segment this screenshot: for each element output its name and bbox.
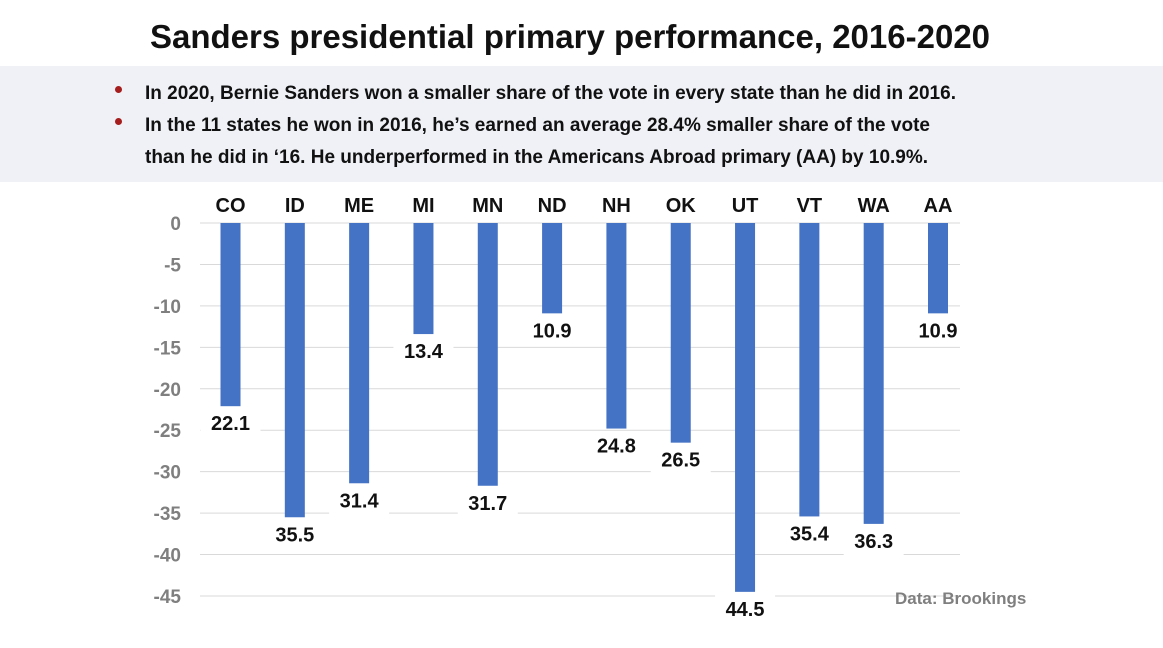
bar: [477, 223, 498, 486]
bullet-dot-icon: [115, 86, 122, 93]
data-label: 10.9: [533, 320, 572, 342]
data-label-background: [908, 316, 968, 346]
category-label: ID: [285, 195, 305, 217]
data-label: 31.4: [340, 490, 380, 512]
y-tick-label: -30: [154, 463, 181, 484]
y-axis-ticks: 0 -5 -10 -15 -20 -25 -30 -35 -40 -45: [154, 214, 182, 608]
category-label: MN: [472, 195, 503, 217]
data-label-background: [586, 431, 647, 461]
category-label: UT: [732, 195, 759, 217]
y-tick-label: -20: [154, 380, 181, 401]
data-labels: 22.1 35.5 31.4 13.4 31.7 10.9 24.8 26.5 44.5 35.4…: [200, 316, 968, 624]
data-label-background: [200, 409, 261, 439]
bullet-text: than he did in ‘16. He underperformed in…: [145, 147, 929, 168]
data-label: 35.5: [275, 524, 314, 546]
bar: [928, 223, 948, 314]
data-label-background: [264, 520, 325, 550]
y-tick-label: -35: [154, 504, 182, 525]
y-tick-label: -25: [154, 421, 182, 442]
data-label: 36.3: [854, 531, 893, 553]
source-note: Data: Brookings: [895, 589, 1027, 608]
data-label-background: [843, 526, 904, 556]
category-label: VT: [797, 195, 823, 217]
data-label-background: [779, 519, 840, 549]
y-tick-label: -15: [154, 338, 182, 359]
bar: [670, 223, 691, 443]
category-labels: CO ID ME MI MN ND NH OK UT VT WA AA: [216, 195, 953, 217]
data-label-background: [393, 337, 454, 367]
bar: [284, 223, 305, 518]
bar: [413, 223, 434, 335]
bar: [735, 223, 756, 592]
category-label: OK: [666, 195, 697, 217]
category-label: AA: [924, 195, 953, 217]
data-label: 35.4: [790, 523, 830, 545]
category-label: CO: [216, 195, 246, 217]
bullet-text: In 2020, Bernie Sanders won a smaller sh…: [145, 83, 956, 104]
data-label-background: [715, 594, 776, 624]
y-tick-label: -5: [164, 255, 181, 276]
bar: [799, 223, 820, 517]
y-tick-label: 0: [170, 214, 181, 235]
data-label: 26.5: [661, 450, 700, 472]
grid-lines: [200, 222, 960, 597]
bullet-dot-icon: [115, 118, 122, 125]
bar: [863, 223, 884, 524]
summary-banner: In 2020, Bernie Sanders won a smaller sh…: [0, 66, 1163, 182]
data-label-background: [457, 488, 518, 518]
data-label: 44.5: [726, 599, 765, 621]
category-label: ME: [344, 195, 374, 217]
category-label: WA: [858, 195, 890, 217]
bar: [349, 223, 370, 484]
bullet-text: In the 11 states he won in 2016, he’s ea…: [145, 115, 930, 136]
data-label: 22.1: [211, 413, 250, 435]
data-label: 24.8: [597, 436, 636, 458]
data-label: 13.4: [404, 341, 444, 363]
data-label-background: [329, 486, 390, 516]
data-label: 10.9: [919, 320, 958, 342]
category-label: ND: [538, 195, 567, 217]
bar: [606, 223, 627, 429]
data-label-background: [650, 445, 711, 475]
data-label-background: [522, 316, 583, 346]
chart-title: Sanders presidential primary performance…: [149, 18, 991, 55]
y-tick-label: -40: [154, 546, 181, 567]
y-tick-label: -10: [154, 297, 181, 318]
y-tick-label: -45: [154, 587, 182, 608]
category-label: MI: [412, 195, 434, 217]
data-label: 31.7: [468, 493, 507, 515]
bar: [220, 223, 241, 407]
bar: [542, 223, 563, 314]
bars: [220, 223, 948, 592]
category-label: NH: [602, 195, 631, 217]
